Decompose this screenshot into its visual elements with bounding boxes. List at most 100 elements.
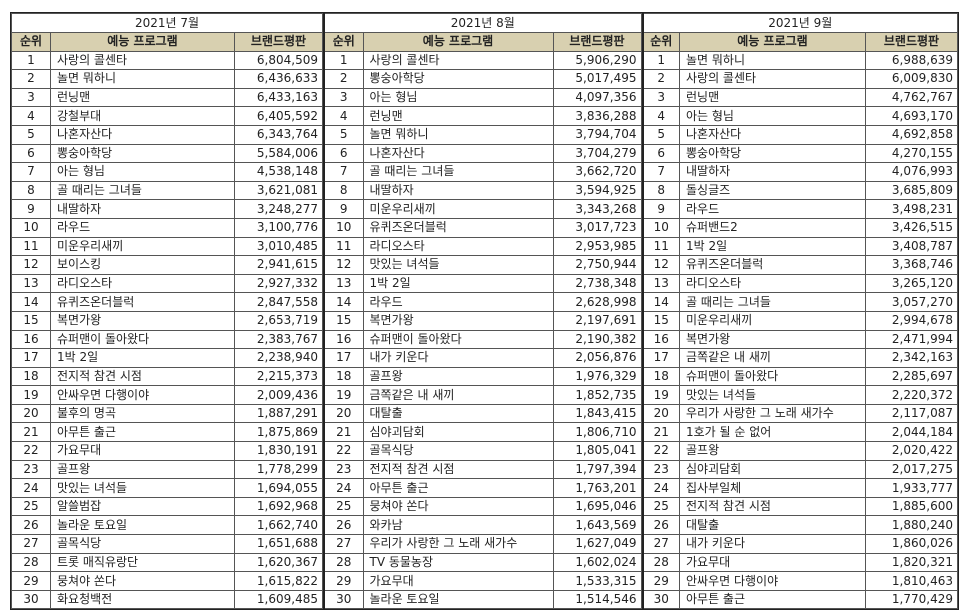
rank-cell: 7	[642, 162, 680, 182]
table-row: 22 골프왕 2,020,422	[642, 441, 958, 461]
table-row: 1 사랑의 콜센타 5,906,290	[323, 50, 642, 71]
brand-score-cell: 1,651,688	[234, 534, 323, 554]
program-name-cell: 1박 2일	[679, 236, 866, 257]
rank-cell: 28	[323, 552, 364, 573]
brand-score-cell: 2,220,372	[865, 385, 958, 405]
rank-cell: 14	[642, 292, 680, 312]
rank-cell: 3	[11, 87, 51, 108]
rank-cell: 6	[323, 143, 364, 164]
brand-score-cell: 5,906,290	[552, 50, 642, 71]
brand-score-cell: 2,653,719	[234, 310, 323, 331]
brand-score-cell: 1,695,046	[552, 496, 642, 517]
rank-cell: 24	[323, 478, 364, 498]
program-name-cell: 뭉쳐야 쏜다	[362, 496, 554, 517]
rank-cell: 1	[642, 50, 680, 71]
program-name-cell: 런닝맨	[679, 87, 866, 108]
program-name-cell: 골 때리는 그녀들	[362, 162, 554, 182]
table-row: 8 돌싱글즈 3,685,809	[642, 180, 958, 201]
rank-cell: 22	[642, 441, 680, 461]
brand-score-cell: 3,343,268	[552, 199, 642, 219]
program-name-cell: 나혼자산다	[362, 143, 554, 164]
brand-score-cell: 6,436,633	[234, 69, 323, 89]
rank-cell: 11	[11, 236, 51, 257]
brand-score-cell: 1,875,869	[234, 422, 323, 443]
program-name-cell: 복면가왕	[50, 310, 235, 331]
brand-score-cell: 3,426,515	[865, 217, 958, 238]
brand-score-cell: 1,627,049	[552, 534, 642, 554]
program-name-cell: 1박 2일	[50, 348, 235, 368]
program-name-cell: 놀면 뭐하니	[362, 124, 554, 145]
table-row: 20 대탈출 1,843,415	[323, 403, 642, 424]
program-name-cell: 불후의 명곡	[50, 403, 235, 424]
brand-score-cell: 6,988,639	[865, 50, 958, 71]
table-row: 6 뽕숭아학당 4,270,155	[642, 143, 958, 164]
table-row: 21 아무튼 출근 1,875,869	[11, 422, 323, 443]
program-name-cell: 내딸하자	[362, 180, 554, 201]
program-name-cell: 뽕숭아학당	[679, 143, 866, 164]
table-row: 9 라우드 3,498,231	[642, 199, 958, 219]
table-row: 29 안싸우면 다행이야 1,810,463	[642, 571, 958, 591]
brand-score-cell: 3,265,120	[865, 273, 958, 294]
program-name-cell: 미운우리새끼	[362, 199, 554, 219]
rank-cell: 21	[642, 422, 680, 443]
rank-cell: 30	[323, 589, 364, 610]
table-row: 28 TV 동물농장 1,602,024	[323, 552, 642, 573]
program-name-cell: 사랑의 콜센타	[362, 50, 554, 71]
rank-cell: 13	[11, 273, 51, 294]
rank-cell: 26	[642, 515, 680, 536]
rank-cell: 22	[11, 441, 51, 461]
brand-score-cell: 1,860,026	[865, 534, 958, 554]
rank-cell: 29	[642, 571, 680, 591]
month-title: 2021년 7월	[11, 13, 323, 33]
table-row: 22 골목식당 1,805,041	[323, 441, 642, 461]
table-row: 30 놀라운 토요일 1,514,546	[323, 589, 642, 610]
rank-cell: 6	[11, 143, 51, 164]
program-header: 예능 프로그램	[362, 32, 554, 52]
rank-cell: 17	[11, 348, 51, 368]
month-table-july: 2021년 7월 순위 예능 프로그램 브랜드평판 1 사랑의 콜센타 6,804,…	[11, 13, 323, 610]
table-row: 27 우리가 사랑한 그 노래 새가수 1,627,049	[323, 534, 642, 554]
table-row: 2 놀면 뭐하니 6,436,633	[11, 69, 323, 89]
table-row: 6 뽕숭아학당 5,584,006	[11, 143, 323, 164]
score-header: 브랜드평판	[234, 32, 323, 52]
program-name-cell: 1호가 될 순 없어	[679, 422, 866, 443]
program-name-cell: 슈퍼맨이 돌아왔다	[362, 329, 554, 350]
brand-score-cell: 4,692,858	[865, 124, 958, 145]
table-row: 14 라우드 2,628,998	[323, 292, 642, 312]
table-row: 13 라디오스타 2,927,332	[11, 273, 323, 294]
rank-cell: 6	[642, 143, 680, 164]
program-name-cell: 아무튼 출근	[362, 478, 554, 498]
table-row: 22 가요무대 1,830,191	[11, 441, 323, 461]
brand-score-cell: 2,738,348	[552, 273, 642, 294]
brand-score-cell: 2,056,876	[552, 348, 642, 368]
table-row: 17 내가 키운다 2,056,876	[323, 348, 642, 368]
score-header: 브랜드평판	[865, 32, 958, 52]
table-row: 26 대탈출 1,880,240	[642, 515, 958, 536]
brand-score-cell: 6,433,163	[234, 87, 323, 108]
table-row: 19 금쪽같은 내 새끼 1,852,735	[323, 385, 642, 405]
rank-cell: 10	[323, 217, 364, 238]
program-name-cell: 런닝맨	[362, 106, 554, 126]
table-row: 23 심야괴담회 2,017,275	[642, 459, 958, 480]
rank-cell: 23	[11, 459, 51, 480]
program-name-cell: 가요무대	[50, 441, 235, 461]
table-row: 10 슈퍼밴드2 3,426,515	[642, 217, 958, 238]
program-name-cell: 미운우리새끼	[679, 310, 866, 331]
table-row: 20 불후의 명곡 1,887,291	[11, 403, 323, 424]
brand-score-cell: 2,215,373	[234, 366, 323, 387]
program-name-cell: 놀라운 토요일	[362, 589, 554, 610]
brand-score-cell: 1,830,191	[234, 441, 323, 461]
rank-cell: 16	[642, 329, 680, 350]
brand-score-cell: 1,976,329	[552, 366, 642, 387]
brand-score-cell: 3,685,809	[865, 180, 958, 201]
rank-cell: 10	[642, 217, 680, 238]
rank-cell: 12	[323, 255, 364, 275]
program-name-cell: 골 때리는 그녀들	[50, 180, 235, 201]
month-table-august: 2021년 8월 순위 예능 프로그램 브랜드평판 1 사랑의 콜센타 5,906,…	[323, 13, 642, 610]
program-name-cell: 나혼자산다	[679, 124, 866, 145]
program-name-cell: 골목식당	[362, 441, 554, 461]
table-row: 2 뽕숭아학당 5,017,495	[323, 69, 642, 89]
program-name-cell: 전지적 참견 시점	[50, 366, 235, 387]
